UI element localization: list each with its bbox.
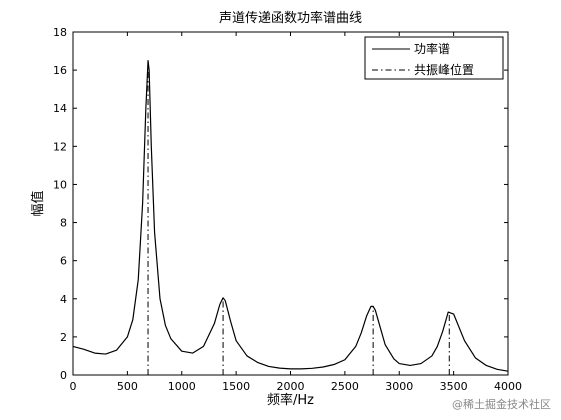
x-tick-label: 500 (117, 380, 138, 393)
y-tick-label: 10 (53, 178, 67, 191)
x-tick-label: 2000 (277, 380, 305, 393)
legend-label-power-spectrum: 功率谱 (414, 41, 450, 56)
y-tick-label: 2 (60, 331, 67, 344)
x-tick-label: 0 (70, 380, 77, 393)
data-layer (72, 59, 509, 375)
x-tick-label: 1500 (222, 380, 250, 393)
series-power-spectrum-line (72, 59, 509, 372)
chart-title: 声道传递函数功率谱曲线 (219, 10, 362, 26)
legend: 功率谱 共振峰位置 (364, 36, 504, 80)
watermark: @稀土掘金技术社区 (452, 398, 551, 411)
y-tick-label: 6 (60, 255, 67, 268)
y-tick-label: 0 (60, 369, 67, 382)
x-tick-label: 3000 (385, 380, 413, 393)
y-axis-label: 幅值 (30, 190, 46, 216)
legend-box (364, 36, 504, 80)
axis-ticks: 0 500 1000 1500 2000 2500 3000 3500 4000 0 2 4 6 8 10 1… (53, 26, 522, 393)
y-tick-label: 18 (53, 26, 67, 39)
plot-area (72, 31, 509, 376)
x-axis-label: 频率/Hz (267, 392, 314, 408)
x-tick-label: 3500 (440, 380, 468, 393)
y-tick-label: 12 (53, 140, 67, 153)
x-tick-label: 4000 (494, 380, 522, 393)
y-tick-label: 16 (53, 64, 67, 77)
y-tick-label: 4 (60, 293, 67, 306)
x-tick-label: 1000 (168, 380, 196, 393)
y-tick-label: 14 (53, 102, 67, 115)
y-tick-label: 8 (60, 217, 67, 230)
x-tick-label: 2500 (331, 380, 359, 393)
legend-label-formant-positions: 共振峰位置 (414, 62, 474, 77)
